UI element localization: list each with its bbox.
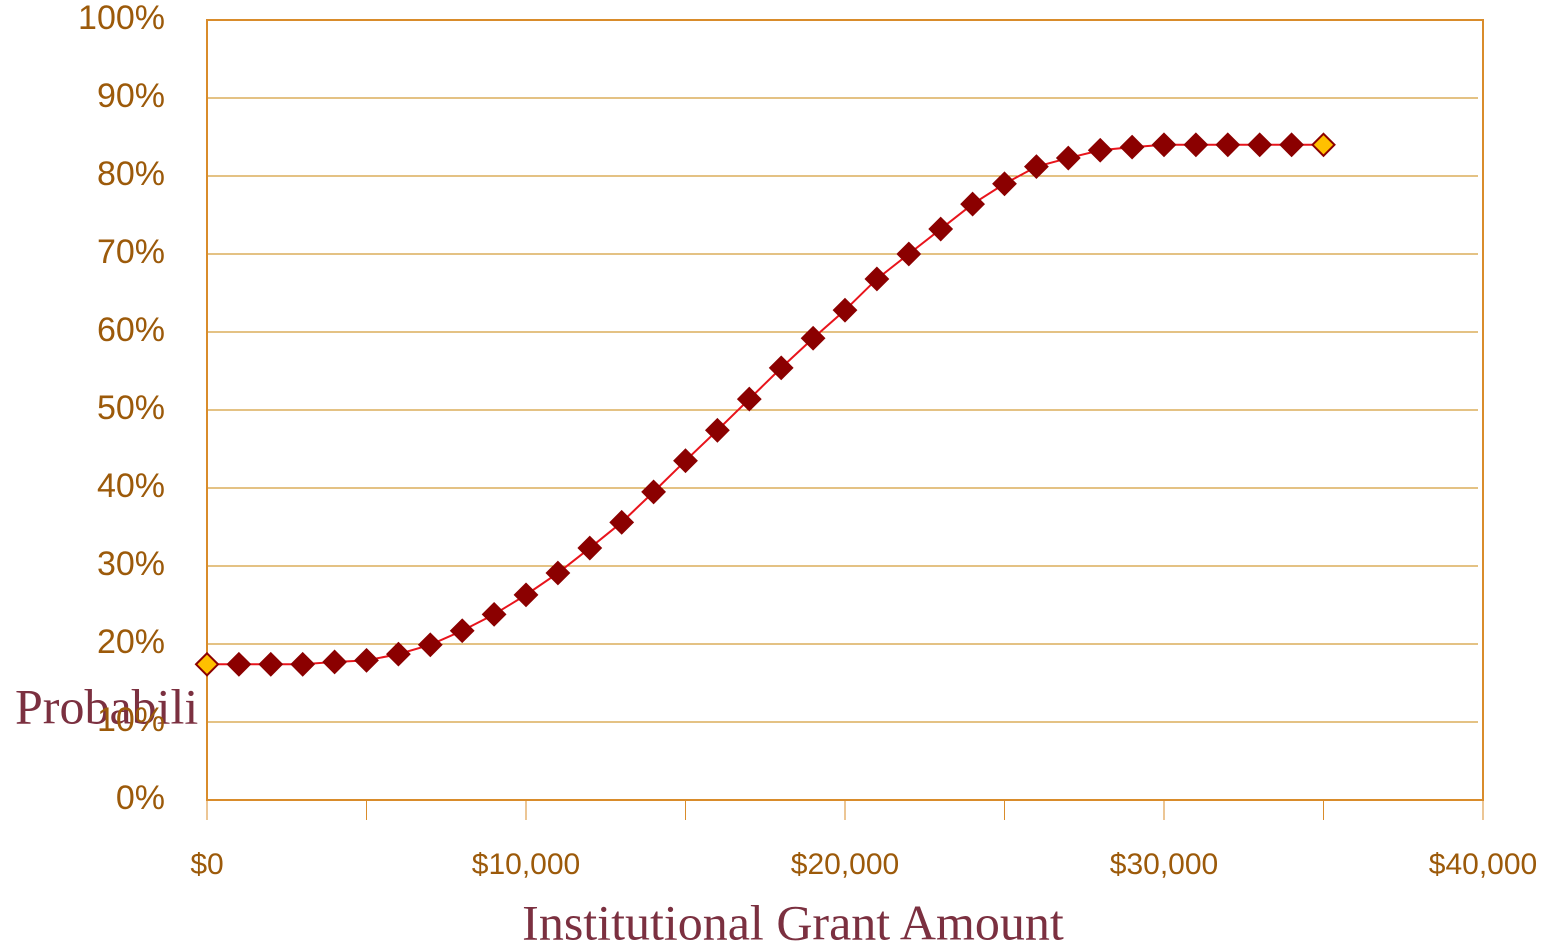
y-tick-label: 20% [97,623,165,661]
y-tick-label: 30% [97,545,165,583]
data-point [1279,132,1305,158]
data-point [1311,132,1336,158]
data-point [481,601,507,627]
data-point [290,651,316,677]
data-point [226,651,252,677]
y-tick-label: 70% [97,233,165,271]
y-tick-label: 40% [97,467,165,505]
data-point [704,417,730,443]
y-tick-label: 90% [97,77,165,115]
data-point [322,649,348,675]
data-point [832,297,858,323]
x-tick-label: $30,000 [1110,848,1218,881]
data-point [545,560,571,586]
data-point [1215,132,1241,158]
data-point [641,479,667,505]
data-point [800,325,826,351]
data-point [1183,132,1209,158]
y-axis-title: Probabili [15,678,198,734]
y-tick-label: 60% [97,311,165,349]
data-point [864,266,890,292]
y-tick-label: 10% [97,701,165,739]
data-point [1247,132,1273,158]
data-point [736,386,762,412]
data-point [673,448,698,474]
plot-frame [206,19,1484,801]
data-point [609,509,635,535]
x-tick-label: $0 [190,848,223,881]
data-point [1055,145,1081,171]
x-axis-title: Institutional Grant Amount [522,894,1064,950]
data-point [1119,134,1145,160]
data-point [354,647,379,673]
data-point [513,582,539,608]
y-tick-label: 80% [97,155,165,193]
data-point [194,651,220,677]
data-point [417,632,443,658]
data-point [928,216,954,242]
y-tick-label: 0% [116,779,165,817]
data-point [1023,154,1049,180]
y-tick-label: 50% [97,389,165,427]
x-tick-label: $40,000 [1429,848,1537,881]
data-point [449,618,475,644]
x-tick-label: $20,000 [791,848,899,881]
data-point [992,171,1017,197]
data-point [1087,137,1113,163]
data-point [960,191,986,217]
series-line [207,143,1324,666]
data-point [577,535,603,561]
x-tick-label: $10,000 [472,848,580,881]
data-point [385,641,411,667]
data-point [896,241,922,267]
y-tick-label: 100% [78,0,165,37]
data-point [1151,132,1177,158]
data-point [258,651,284,677]
data-point [768,355,794,381]
